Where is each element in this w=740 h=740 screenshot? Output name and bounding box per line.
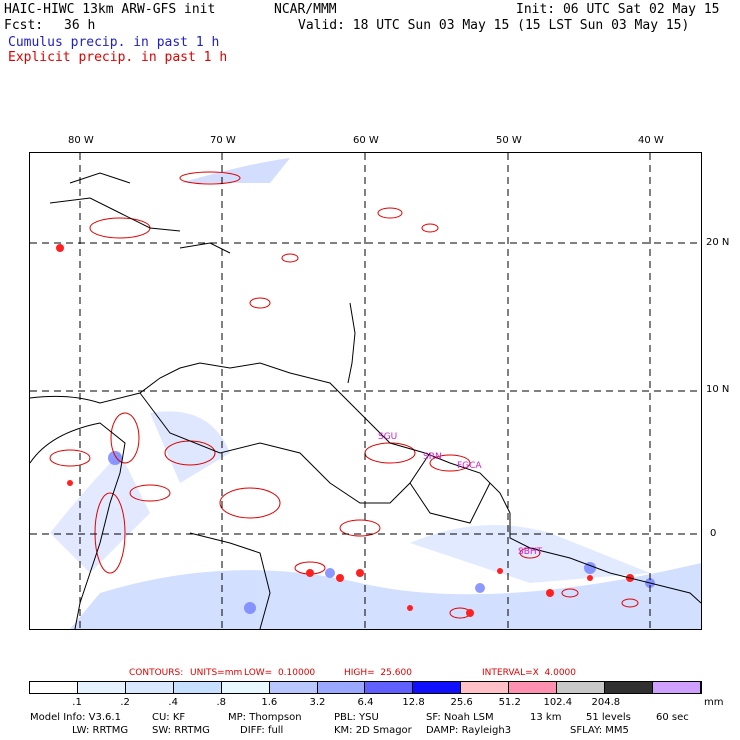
map-svg: SGU SRN FGCA SBHT bbox=[29, 153, 702, 630]
colorbar-label: 1.6 bbox=[261, 697, 278, 708]
colorbar-label: 25.6 bbox=[450, 697, 473, 708]
colorbar-swatch bbox=[509, 682, 558, 693]
colorbar-label: .4 bbox=[168, 697, 178, 708]
contours-low: LOW= 0.10000 bbox=[244, 668, 316, 678]
colorbar-label: 3.2 bbox=[309, 697, 326, 708]
cumulus-precip-shading bbox=[50, 158, 701, 629]
colorbar-swatch bbox=[365, 682, 414, 693]
model-title: HAIC-HIWC 13km ARW-GFS init bbox=[4, 2, 216, 17]
footer-diff: DIFF: full bbox=[240, 725, 284, 736]
colorbar-label: .2 bbox=[120, 697, 130, 708]
place-label-fgca: FGCA bbox=[457, 461, 482, 471]
place-labels: SGU SRN FGCA SBHT bbox=[378, 432, 543, 557]
precip-colorbar bbox=[29, 681, 702, 694]
fcst-value: 36 h bbox=[64, 18, 96, 33]
contours-title: CONTOURS: bbox=[129, 668, 184, 678]
explicit-legend: Explicit precip. in past 1 h bbox=[8, 50, 228, 65]
lat-lon-grid bbox=[30, 153, 701, 629]
lon-label-70w: 70 W bbox=[210, 135, 236, 146]
footer-resolution: 13 km bbox=[530, 712, 562, 723]
footer-sflay: SFLAY: MM5 bbox=[570, 725, 629, 736]
org-label: NCAR/MMM bbox=[274, 2, 337, 17]
valid-time: Valid: 18 UTC Sun 03 May 15 (15 LST Sun … bbox=[298, 18, 690, 33]
footer-timestep: 60 sec bbox=[656, 712, 689, 723]
footer-mp: MP: Thompson bbox=[228, 712, 302, 723]
footer-km: KM: 2D Smagor bbox=[334, 725, 412, 736]
footer-lw: LW: RRTMG bbox=[72, 725, 129, 736]
colorbar-swatch bbox=[269, 682, 318, 693]
colorbar-unit: mm bbox=[704, 697, 724, 708]
colorbar-swatch bbox=[461, 682, 510, 693]
contours-units: UNITS=mm bbox=[190, 668, 243, 678]
colorbar-label: .8 bbox=[216, 697, 227, 708]
contours-interval: INTERVAL=X 4.0000 bbox=[482, 668, 577, 678]
heavy-precip-spots bbox=[108, 451, 655, 614]
colorbar-label: 102.4 bbox=[543, 697, 573, 708]
lon-label-80w: 80 W bbox=[68, 135, 94, 146]
colorbar-swatch bbox=[317, 682, 366, 693]
colorbar-label: 204.8 bbox=[591, 697, 621, 708]
place-label-srn: SRN bbox=[423, 452, 442, 462]
fcst-label: Fcst: bbox=[4, 18, 44, 33]
footer-pbl: PBL: YSU bbox=[334, 712, 379, 723]
lon-label-60w: 60 W bbox=[353, 135, 379, 146]
coastlines bbox=[29, 172, 702, 630]
colorbar-label: 12.8 bbox=[402, 697, 425, 708]
colorbar-swatch bbox=[557, 682, 606, 693]
colorbar-swatch bbox=[652, 682, 701, 693]
colorbar-label: 51.2 bbox=[498, 697, 521, 708]
colorbar-swatch bbox=[125, 682, 174, 693]
colorbar-swatch bbox=[413, 682, 462, 693]
lon-label-40w: 40 W bbox=[638, 135, 664, 146]
colorbar-label: .1 bbox=[72, 697, 82, 708]
footer-sf: SF: Noah LSM bbox=[426, 712, 494, 723]
colorbar-label: 6.4 bbox=[357, 697, 374, 708]
lon-label-50w: 50 W bbox=[496, 135, 522, 146]
place-label-sgu: SGU bbox=[378, 432, 397, 442]
place-label-sbht: SBHT bbox=[518, 547, 543, 557]
colorbar-swatch bbox=[30, 682, 78, 693]
lat-label-10n: 10 N bbox=[706, 384, 730, 395]
footer-sw: SW: RRTMG bbox=[152, 725, 210, 736]
footer-cu: CU: KF bbox=[152, 712, 186, 723]
lat-label-0: 0 bbox=[710, 528, 717, 539]
colorbar-swatch bbox=[221, 682, 270, 693]
colorbar-swatch bbox=[77, 682, 126, 693]
colorbar-swatch bbox=[173, 682, 222, 693]
footer-damp: DAMP: Rayleigh3 bbox=[426, 725, 512, 736]
init-time: Init: 06 UTC Sat 02 May 15 bbox=[516, 2, 720, 17]
lat-label-20n: 20 N bbox=[706, 237, 730, 248]
footer-model-info: Model Info: V3.6.1 bbox=[30, 712, 121, 723]
colorbar-swatch bbox=[605, 682, 653, 693]
footer-levels: 51 levels bbox=[586, 712, 631, 723]
cumulus-legend: Cumulus precip. in past 1 h bbox=[8, 35, 220, 50]
contours-high: HIGH= 25.600 bbox=[344, 668, 412, 678]
precip-map: SGU SRN FGCA SBHT bbox=[29, 152, 702, 630]
